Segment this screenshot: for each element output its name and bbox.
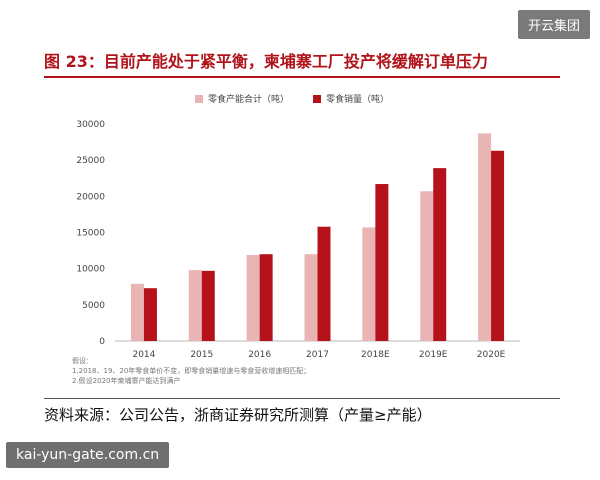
sales-bar (491, 150, 505, 341)
sales-bar (259, 254, 273, 341)
figure-title: 图 23：目前产能处于紧平衡，柬埔寨工厂投产将缓解订单压力 (44, 52, 488, 71)
capacity-bar (420, 191, 434, 341)
legend-item-sales: 零食销量（吨） (313, 92, 389, 105)
x-tick-label: 2016 (248, 350, 271, 360)
capacity-bar (362, 227, 376, 341)
x-tick-label: 2018E (361, 350, 390, 360)
note-line: 假设： (72, 357, 93, 365)
watermark-bottom: kai-yun-gate.com.cn (6, 442, 170, 468)
sales-bar (317, 226, 331, 341)
y-tick-label: 30000 (76, 120, 105, 130)
y-tick-label: 15000 (76, 229, 105, 239)
chart-notes: 假设： 1.2018、19、20年零食单价不变，即零食销量增速与零食营收增速相匹… (72, 356, 310, 386)
note-line: 2.假设2020年柬埔寨产能达到满产 (72, 377, 181, 385)
sales-bar (375, 184, 389, 341)
legend-swatch-sales (313, 94, 322, 103)
y-tick-label: 10000 (76, 265, 105, 275)
title-divider (44, 76, 560, 78)
x-tick-label: 2019E (419, 350, 448, 360)
capacity-bar (246, 254, 260, 341)
source-note: 资料来源：公司公告，浙商证券研究所测算（产量≥产能） (44, 406, 432, 424)
legend-swatch-capacity (195, 94, 203, 103)
legend-label-sales: 零食销量（吨） (326, 95, 390, 105)
capacity-bar (130, 283, 144, 341)
sales-bar (201, 270, 215, 341)
legend-item-capacity: 零食产能合计（吨） (195, 92, 289, 105)
watermark-top: 开云集团 (517, 10, 590, 39)
y-tick-label: 20000 (76, 192, 105, 202)
y-tick-label: 25000 (76, 156, 105, 166)
y-tick-label: 5000 (82, 301, 105, 311)
capacity-bar (188, 270, 202, 341)
y-tick-label: 0 (99, 337, 105, 347)
x-tick-label: 2017 (306, 350, 329, 360)
x-tick-label: 2015 (190, 350, 213, 360)
bar-chart: 0 5000 10000 15000 20000 25000 30000 2014 2015 20… (76, 120, 520, 360)
note-line: 1.2018、19、20年零食单价不变，即零食销量增速与零食营收增速相匹配； (72, 367, 311, 375)
x-tick-label: 2014 (132, 350, 155, 360)
sales-bar (143, 288, 157, 341)
source-divider (44, 398, 560, 399)
chart-legend: 零食产能合计（吨） 零食销量（吨） (195, 92, 389, 105)
sales-bar (433, 168, 447, 341)
legend-label-capacity: 零食产能合计（吨） (208, 95, 290, 105)
capacity-bar (304, 254, 318, 341)
capacity-bar (478, 133, 492, 341)
x-tick-label: 2020E (477, 350, 506, 360)
